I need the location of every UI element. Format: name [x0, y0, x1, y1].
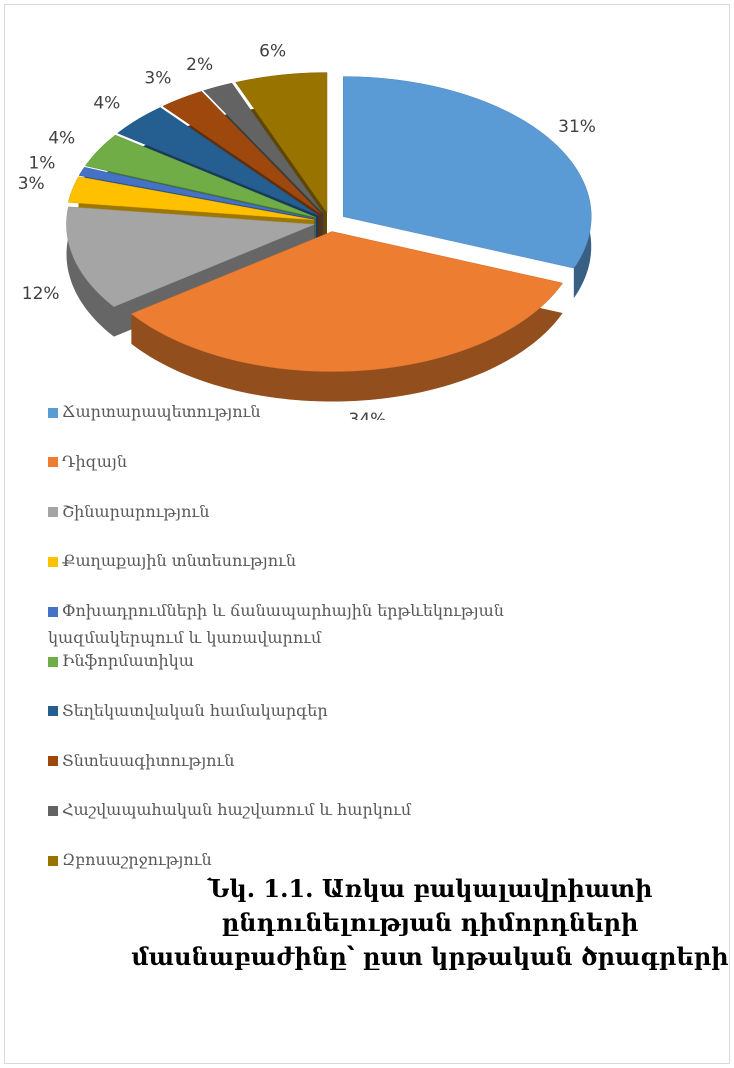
legend-label: Քաղաքային տնտեսություն: [62, 551, 297, 571]
chart-frame: [4, 4, 730, 1064]
legend-item: Ինֆորմատիկա: [48, 647, 608, 674]
legend-label: Շինարարություն: [62, 501, 210, 521]
legend-label: Դիզայն: [62, 451, 128, 471]
data-label: 34%: [349, 410, 387, 420]
legend-swatch: [48, 606, 58, 617]
slice-top: [130, 231, 564, 372]
slice: [342, 76, 592, 299]
legend-item: Տեղեկատվական համակարգեր: [48, 697, 608, 724]
slice-top: [68, 176, 315, 221]
data-label: 1%: [28, 153, 55, 173]
legend-item: Զբոսաշրջություն: [48, 846, 608, 873]
legend-item: Հաշվապահական հաշվառում և հարկում: [48, 796, 608, 823]
data-label: 31%: [558, 117, 596, 137]
legend-item: Դիզայն: [48, 448, 608, 475]
slice-top: [342, 76, 592, 269]
legend-swatch: [48, 805, 58, 816]
data-label: 6%: [259, 42, 286, 62]
legend-label: Զբոսաշրջություն: [62, 850, 212, 870]
slice-top: [235, 72, 328, 214]
slice-top: [84, 134, 317, 218]
slice: [130, 231, 564, 402]
data-label: 3%: [144, 69, 171, 89]
legend-item: Ճարտարապետություն: [48, 398, 608, 425]
legend-label: Հաշվապահական հաշվառում և հարկում: [62, 800, 412, 820]
data-label: 12%: [22, 284, 60, 304]
legend-item: Տնտեսագիտություն: [48, 747, 608, 774]
data-label: 3%: [18, 174, 45, 194]
slice-top: [162, 91, 322, 215]
legend-swatch: [48, 407, 58, 418]
legend-swatch: [48, 457, 58, 468]
legend-label: Տեղեկատվական համակարգեր: [62, 700, 328, 720]
slice-top: [78, 166, 316, 219]
data-label: 2%: [186, 55, 213, 75]
legend-item: Փոխադրումների և ճանապարհային երթևեկությա…: [48, 597, 608, 651]
legend-swatch: [48, 855, 58, 866]
legend-swatch: [48, 507, 58, 518]
legend-swatch: [48, 656, 58, 667]
chart-title: Նկ. 1.1. Առկա բակալավրիատի ընդունելությա…: [131, 874, 729, 971]
legend-swatch: [48, 756, 58, 767]
slice-top: [203, 82, 324, 214]
slice-top: [117, 107, 319, 216]
legend-label: Փոխադրումների և ճանապարհային երթևեկությա…: [48, 601, 504, 648]
legend-swatch: [48, 556, 58, 567]
data-label: 4%: [93, 93, 120, 113]
slice-side: [66, 206, 315, 337]
legend-label: Ինֆորմատիկա: [62, 651, 194, 670]
legend-item: Շինարարություն: [48, 498, 608, 525]
data-label: 4%: [48, 128, 75, 148]
legend-item: Քաղաքային տնտեսություն: [48, 547, 608, 574]
pie-chart: 31%34%12%3%1%4%4%3%2%6%: [18, 42, 596, 420]
legend-label: Ճարտարապետություն: [62, 402, 261, 421]
legend-label: Տնտեսագիտություն: [62, 750, 235, 770]
legend-swatch: [48, 706, 58, 717]
slice-top: [66, 206, 315, 307]
slice: [66, 206, 315, 337]
